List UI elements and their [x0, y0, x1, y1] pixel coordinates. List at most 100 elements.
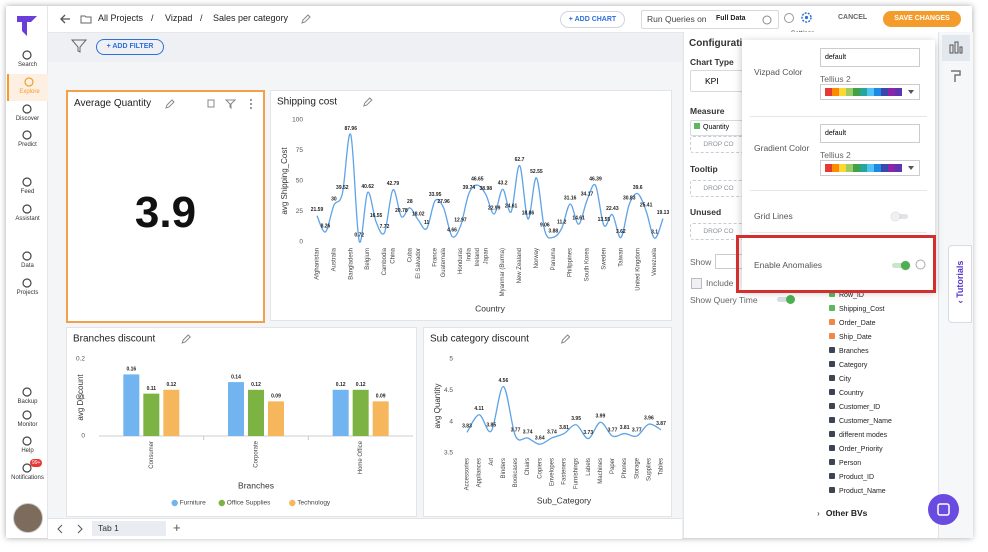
x-tick-label: Binders: [501, 458, 507, 478]
chat-button[interactable]: [928, 494, 959, 525]
nav-item[interactable]: Discover: [7, 101, 46, 128]
chart-type-select[interactable]: KPI: [690, 70, 744, 92]
nav-item[interactable]: Feed: [7, 174, 46, 201]
divider: [750, 232, 927, 233]
field-icon: [829, 473, 835, 479]
drop-zone[interactable]: DROP CO: [690, 180, 747, 197]
nav-item[interactable]: Search: [7, 47, 46, 74]
nav-item[interactable]: Explore: [7, 74, 48, 101]
field-item[interactable]: Person: [829, 459, 861, 467]
add-tab[interactable]: +: [173, 520, 181, 535]
filter-icon[interactable]: [70, 38, 88, 54]
y-tick-label: 0: [81, 433, 85, 440]
field-item[interactable]: Order_Date: [829, 319, 876, 327]
field-item[interactable]: Country: [829, 389, 864, 397]
nav-item[interactable]: Notifications 99+: [7, 459, 46, 487]
nav-item[interactable]: Projects: [7, 275, 46, 302]
add-chart-button[interactable]: + ADD CHART: [560, 11, 625, 28]
nav-item[interactable]: Monitor: [7, 407, 46, 434]
field-item[interactable]: Ship_Date: [829, 333, 872, 341]
field-name: Country: [839, 390, 864, 397]
tutorials-tab[interactable]: ‹ Tutorials: [948, 245, 972, 323]
field-item[interactable]: Product_ID: [829, 473, 874, 481]
nav-item[interactable]: Predict: [7, 127, 46, 154]
breadcrumb[interactable]: All Projects: [98, 13, 144, 23]
field-item[interactable]: City: [829, 375, 851, 383]
tutorials-label: ‹ Tutorials: [955, 260, 965, 304]
save-button[interactable]: SAVE CHANGES: [883, 11, 961, 27]
field-item[interactable]: Customer_Name: [829, 417, 892, 425]
swatch: [895, 88, 902, 96]
measure-chip[interactable]: Quantity: [690, 120, 748, 136]
field-item[interactable]: Customer_ID: [829, 403, 880, 411]
x-tick-label: Bookcases: [513, 458, 519, 487]
anomalies-toggle[interactable]: [892, 261, 910, 270]
color-select[interactable]: default: [820, 124, 920, 143]
field-item[interactable]: Row_ID: [829, 291, 864, 299]
add-filter-button[interactable]: + ADD FILTER: [96, 39, 164, 55]
nav-item[interactable]: Data: [7, 248, 46, 275]
data-label: 38.98: [480, 186, 493, 192]
bar: [248, 389, 264, 436]
nav-item[interactable]: Backup: [7, 384, 46, 411]
field-item[interactable]: Product_Name: [829, 487, 886, 495]
run-queries-select[interactable]: Run Queries on Full Data: [641, 10, 779, 29]
field-icon: [829, 319, 835, 325]
logo: [17, 16, 37, 36]
nav-icon: [22, 177, 32, 187]
x-tick-label: Fasteners: [562, 458, 568, 485]
breadcrumb[interactable]: Vizpad: [165, 13, 193, 23]
field-item[interactable]: different modes: [829, 431, 887, 439]
tab-nav[interactable]: [56, 524, 86, 534]
include-checkbox[interactable]: [691, 278, 702, 289]
drop-zone[interactable]: DROP CO: [690, 136, 747, 153]
palette-select[interactable]: [820, 160, 920, 176]
nav-item[interactable]: Help: [7, 433, 46, 460]
edit-icon[interactable]: [300, 13, 312, 25]
cancel-button[interactable]: CANCEL: [838, 14, 868, 21]
nav-item[interactable]: Assistant: [7, 201, 46, 228]
x-tick-label: Machines: [598, 458, 604, 484]
kpi-widget[interactable]: Average Quantity 3.9: [66, 90, 265, 323]
back-arrow[interactable]: [58, 12, 72, 26]
nav-label: Backup: [17, 399, 38, 405]
tab[interactable]: Tab 1: [92, 521, 166, 536]
chart-tab-icon[interactable]: [942, 35, 970, 61]
field-item[interactable]: Category: [829, 361, 867, 369]
palette-select[interactable]: [820, 84, 920, 100]
clock-icon[interactable]: [783, 12, 795, 24]
swatch: [860, 164, 867, 172]
unused-label: Unused: [690, 207, 722, 217]
field-name: Product_ID: [839, 474, 875, 481]
x-tick-label: Ireland: [475, 248, 481, 266]
setting-label: Grid Lines: [754, 211, 793, 221]
nav-icon: [22, 436, 32, 446]
format-icon[interactable]: [949, 69, 963, 83]
field-icon: [829, 375, 835, 381]
toggle-knob: [891, 212, 900, 221]
query-time-toggle[interactable]: [777, 295, 795, 304]
grid-lines-toggle[interactable]: [891, 212, 908, 221]
bar: [143, 393, 160, 436]
avatar[interactable]: [13, 503, 43, 533]
field-group[interactable]: › Other BVs: [817, 508, 867, 518]
top-bar: [48, 6, 972, 33]
select-value: default: [825, 130, 847, 137]
settings-icon[interactable]: [800, 11, 813, 24]
field-item[interactable]: Branches: [829, 347, 869, 355]
data-label: 0.12: [336, 382, 346, 388]
chart-widget[interactable]: Branches discount 0 0.1 0.2 avg Discount Bran…: [66, 327, 417, 517]
nav-label: Help: [21, 448, 34, 454]
field-item[interactable]: Shipping_Cost: [829, 305, 885, 313]
field-item[interactable]: Order_Priority: [829, 445, 883, 453]
icon-shape: [22, 104, 32, 114]
swatch: [832, 88, 839, 96]
nav-label: Monitor: [17, 422, 38, 428]
data-label: 4.56: [499, 378, 509, 384]
chart-widget[interactable]: Sub category discount 3.5 4 4.5 5 avg Quantit…: [423, 327, 672, 517]
widget-actions[interactable]: [164, 98, 256, 110]
color-select[interactable]: default: [820, 48, 920, 67]
nav-label: Feed: [20, 189, 35, 195]
field-icon: [829, 333, 835, 339]
chart-widget[interactable]: Shipping cost 0 25 50 75 100 avg Shipping_Cost…: [270, 90, 672, 321]
